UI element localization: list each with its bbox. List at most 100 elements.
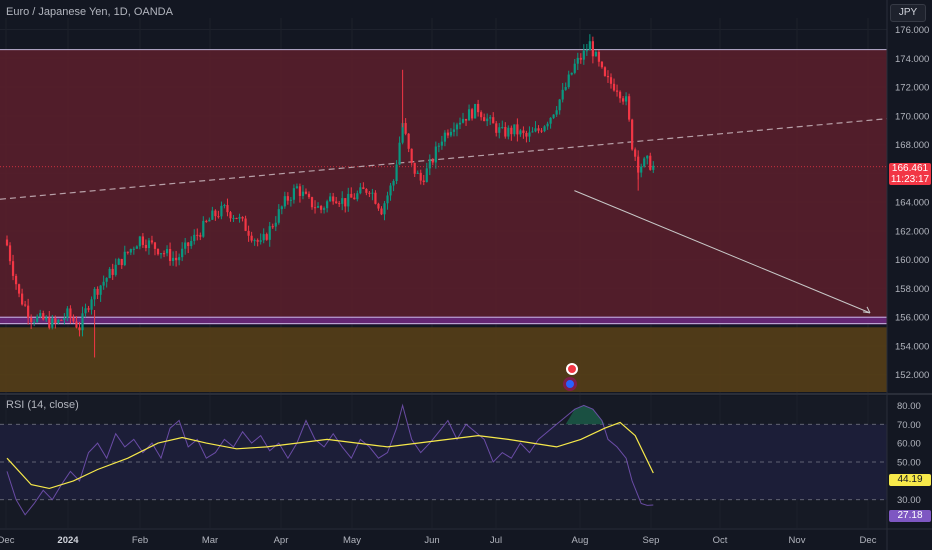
candle-body	[8, 245, 12, 262]
candle-body	[17, 284, 21, 294]
candle-body	[69, 308, 72, 318]
candle-body	[42, 313, 45, 320]
candle-body	[259, 240, 262, 242]
time-axis-label: Dec	[860, 535, 877, 546]
candle-body	[27, 305, 30, 318]
candle-body	[567, 74, 570, 88]
rsi-panel-title: RSI (14, close)	[6, 399, 79, 411]
price-axis-label: 174.000	[895, 54, 929, 65]
candle-body	[39, 313, 42, 317]
currency-button[interactable]: JPY	[890, 4, 926, 22]
candle-body	[90, 299, 93, 310]
candle-body	[123, 251, 126, 266]
candle-body	[558, 99, 561, 111]
candle-body	[54, 318, 57, 324]
candle-body	[87, 308, 90, 310]
candle-body	[603, 67, 607, 76]
candle-body	[350, 193, 353, 198]
candle-body	[446, 132, 450, 136]
candle-body	[144, 244, 148, 249]
candle-body	[283, 196, 286, 207]
candle-body	[392, 181, 395, 186]
candle-body	[51, 318, 54, 328]
candle-body	[335, 201, 338, 204]
candle-body	[634, 149, 637, 157]
candle-body	[495, 123, 498, 133]
candle-body	[353, 197, 356, 200]
time-axis-label: Apr	[274, 535, 289, 546]
candle-body	[404, 123, 407, 134]
candle-body	[597, 52, 601, 62]
projection-arrowhead	[862, 306, 871, 314]
candle-body	[57, 319, 60, 324]
candle-body	[247, 230, 250, 236]
candle-body	[625, 96, 628, 102]
candle-body	[319, 206, 323, 210]
candle-body	[138, 236, 141, 247]
candle-body	[277, 209, 280, 223]
candle-body	[304, 191, 308, 194]
price-axis-label: 176.000	[895, 25, 929, 36]
candle-body	[199, 235, 202, 237]
candle-body	[111, 268, 114, 275]
candle-body	[253, 240, 256, 242]
candle-body	[537, 128, 540, 131]
event-marker-icon[interactable]	[563, 377, 577, 391]
candle-body	[413, 162, 416, 174]
candle-body	[289, 199, 292, 201]
candle-body	[356, 193, 359, 200]
candle-body	[371, 192, 374, 194]
candle-body	[184, 242, 187, 249]
candle-body	[443, 132, 446, 142]
candle-body	[464, 118, 468, 121]
candle-body	[380, 208, 383, 215]
candle-body	[431, 160, 434, 163]
candle-body	[81, 313, 84, 331]
candle-body	[313, 207, 317, 209]
candle-body	[168, 249, 172, 261]
time-axis-label: Nov	[789, 535, 806, 546]
candle-body	[11, 261, 15, 276]
candle-body	[570, 72, 573, 75]
candle-body	[226, 205, 229, 213]
candle-body	[561, 89, 564, 100]
candle-body	[250, 235, 253, 241]
candle-body	[516, 124, 519, 135]
candle-body	[646, 155, 649, 159]
countdown-timer: 11:23:17	[890, 174, 930, 185]
candle-body	[329, 196, 332, 202]
candle-body	[422, 180, 425, 183]
rsi-axis-label: 60.00	[897, 439, 921, 450]
time-axis-label: Feb	[132, 535, 148, 546]
projection-arrow	[574, 190, 871, 314]
candle-body	[519, 130, 522, 135]
rsi-axis-label: 30.00	[897, 495, 921, 506]
time-axis-label: May	[343, 535, 361, 546]
candle-body	[425, 168, 428, 183]
candle-body	[573, 63, 576, 73]
candle-body	[150, 240, 154, 243]
candle-body	[344, 198, 347, 207]
candle-body	[238, 216, 241, 219]
candle-body	[513, 124, 516, 135]
candle-body	[141, 236, 144, 245]
candle-body	[458, 122, 462, 125]
candle-body	[383, 203, 386, 215]
time-axis-label: Oct	[713, 535, 728, 546]
candle-body	[579, 57, 582, 60]
time-axis-label: Dec	[0, 535, 15, 546]
candle-body	[564, 87, 567, 90]
candle-body	[117, 258, 120, 265]
candle-body	[159, 253, 163, 255]
candle-body	[256, 240, 259, 242]
candle-body	[244, 218, 247, 231]
time-axis-label: Jun	[424, 535, 439, 546]
event-marker-icon[interactable]	[566, 363, 578, 375]
candle-body	[474, 103, 477, 119]
candle-body	[193, 234, 196, 241]
candle-body	[202, 220, 205, 237]
candle-body	[362, 187, 365, 189]
price-axis-label: 152.000	[895, 370, 929, 381]
rsi-overbought-fill	[565, 405, 605, 425]
